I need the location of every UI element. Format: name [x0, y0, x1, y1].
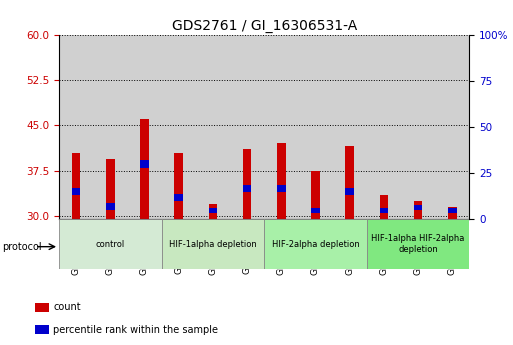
Bar	[380, 195, 388, 219]
Bar	[345, 147, 354, 219]
Bar	[93, 34, 127, 219]
Bar	[72, 152, 81, 219]
Bar	[230, 34, 264, 219]
Bar	[277, 144, 286, 219]
Bar	[311, 208, 320, 213]
Bar	[332, 34, 367, 219]
Bar	[243, 185, 251, 192]
Text: count: count	[53, 302, 81, 312]
Bar	[448, 207, 457, 219]
Bar	[264, 219, 367, 269]
Text: HIF-1alpha depletion: HIF-1alpha depletion	[169, 239, 257, 249]
Bar	[345, 188, 354, 195]
Bar	[162, 219, 264, 269]
Bar	[59, 34, 93, 219]
Bar	[448, 208, 457, 213]
Text: control: control	[95, 239, 125, 249]
Bar	[35, 325, 49, 334]
Bar	[299, 34, 332, 219]
Bar	[264, 34, 299, 219]
Bar	[435, 34, 469, 219]
Bar	[401, 34, 435, 219]
Bar	[209, 204, 217, 219]
Bar	[106, 159, 114, 219]
Text: percentile rank within the sample: percentile rank within the sample	[53, 325, 219, 335]
Bar	[106, 203, 114, 210]
Bar	[414, 205, 422, 210]
Text: protocol: protocol	[3, 242, 42, 252]
Bar	[414, 201, 422, 219]
Title: GDS2761 / GI_16306531-A: GDS2761 / GI_16306531-A	[171, 19, 357, 33]
Bar	[59, 219, 162, 269]
Text: HIF-2alpha depletion: HIF-2alpha depletion	[271, 239, 360, 249]
Bar	[367, 219, 469, 269]
Bar	[35, 303, 49, 312]
Bar	[311, 171, 320, 219]
Bar	[162, 34, 196, 219]
Bar	[367, 34, 401, 219]
Bar	[140, 160, 149, 168]
Bar	[277, 185, 286, 192]
Bar	[209, 208, 217, 213]
Bar	[380, 208, 388, 213]
Bar	[72, 188, 81, 195]
Bar	[174, 152, 183, 219]
Bar	[127, 34, 162, 219]
Bar	[196, 34, 230, 219]
Bar	[243, 149, 251, 219]
Text: HIF-1alpha HIF-2alpha
depletion: HIF-1alpha HIF-2alpha depletion	[371, 234, 465, 254]
Bar	[140, 119, 149, 219]
Bar	[174, 194, 183, 201]
